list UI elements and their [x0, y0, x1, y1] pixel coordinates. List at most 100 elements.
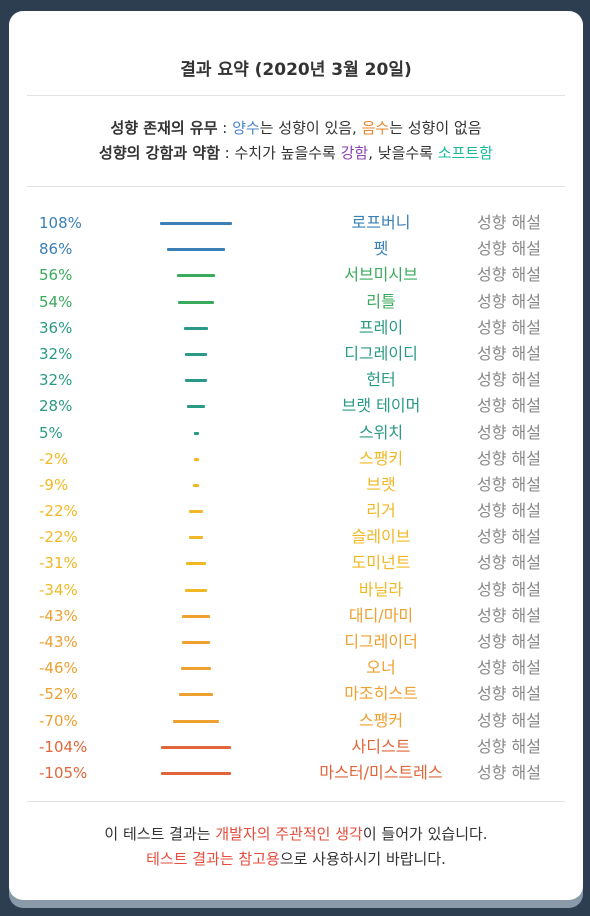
- result-percent: -43%: [39, 606, 78, 625]
- result-bar-track: [121, 431, 271, 435]
- result-row: 54% 리틀 성향 해설: [9, 290, 583, 316]
- result-percent: -43%: [39, 633, 78, 651]
- result-description-link[interactable]: 성향 해설: [477, 317, 541, 337]
- result-percent: -34%: [39, 580, 78, 599]
- result-description-link[interactable]: 성향 해설: [477, 762, 541, 782]
- legend-strength-label: 성향의 강함과 약함: [99, 144, 220, 162]
- result-percent: -104%: [39, 737, 88, 756]
- result-name-link[interactable]: 마스터/미스트레스: [319, 762, 443, 782]
- result-percent: -9%: [39, 475, 69, 494]
- result-row: 32% 헌터 성향 해설: [9, 368, 583, 394]
- result-row: -43% 대디/마미 성향 해설: [9, 604, 583, 630]
- result-name-link[interactable]: 브랫 테이머: [341, 396, 421, 416]
- result-name-link[interactable]: 헌터: [366, 370, 396, 390]
- result-description-link[interactable]: 성향 해설: [477, 501, 541, 521]
- result-bar: [177, 274, 215, 278]
- result-name-link[interactable]: 스팽키: [358, 448, 404, 468]
- result-description-link[interactable]: 성향 해설: [477, 632, 541, 651]
- result-bar-track: [121, 693, 271, 697]
- result-description-link[interactable]: 성향 해설: [477, 553, 541, 573]
- result-bar-track: [121, 326, 271, 330]
- result-row: -9% 브랫 성향 해설: [9, 473, 583, 499]
- footer-note-1: 이 테스트 결과는 개발자의 주관적인 생각이 들어가 있습니다.: [9, 823, 583, 844]
- result-bar: [185, 562, 207, 566]
- result-description-link[interactable]: 성향 해설: [477, 474, 541, 494]
- result-name-link[interactable]: 슬레이브: [351, 527, 411, 547]
- result-percent: -46%: [39, 659, 78, 678]
- legend-negative-text: 는 성향이 없음: [389, 119, 482, 137]
- result-bar-track: [121, 745, 271, 749]
- result-description-link[interactable]: 성향 해설: [477, 396, 541, 416]
- result-name-link[interactable]: 로프버니: [351, 213, 411, 232]
- result-description-link[interactable]: 성향 해설: [477, 265, 541, 285]
- page-title: 결과 요약 (2020년 3월 20일): [180, 60, 412, 80]
- result-percent: -22%: [39, 528, 78, 547]
- result-percent: 32%: [39, 371, 73, 390]
- result-row: -43% 디그레이더 성향 해설: [9, 630, 583, 656]
- result-name-link[interactable]: 바닐라: [358, 579, 404, 599]
- result-description-link[interactable]: 성향 해설: [477, 291, 541, 311]
- result-bar-track: [121, 248, 271, 252]
- result-name-link[interactable]: 디그레이더: [344, 632, 418, 651]
- result-name-link[interactable]: 사디스트: [351, 736, 411, 756]
- result-description-link[interactable]: 성향 해설: [477, 658, 541, 678]
- result-name-link[interactable]: 프레이: [358, 317, 404, 337]
- result-bar: [167, 248, 225, 252]
- result-percent: 56%: [39, 266, 73, 285]
- legend-mid-text: , 낮을수록: [368, 144, 438, 162]
- result-bar-track: [121, 719, 271, 723]
- result-bar-track: [121, 379, 271, 383]
- result-row: -70% 스팽커 성향 해설: [9, 709, 583, 735]
- legend-strong-word: 강함: [340, 144, 369, 162]
- result-percent: 32%: [39, 344, 73, 363]
- result-name-link[interactable]: 대디/마미: [348, 605, 414, 625]
- result-bar: [178, 300, 214, 304]
- result-name-link[interactable]: 리거: [366, 501, 396, 521]
- result-description-link[interactable]: 성향 해설: [477, 239, 541, 259]
- result-bar: [181, 614, 211, 618]
- result-percent: -22%: [39, 502, 78, 521]
- divider: [27, 186, 565, 187]
- result-name-link[interactable]: 디그레이디: [344, 343, 418, 363]
- result-name-link[interactable]: 스위치: [358, 422, 404, 442]
- result-description-link[interactable]: 성향 해설: [477, 579, 541, 599]
- result-name-link[interactable]: 도미넌트: [351, 553, 411, 573]
- result-description-link[interactable]: 성향 해설: [477, 343, 541, 363]
- result-description-link[interactable]: 성향 해설: [477, 422, 541, 442]
- result-bar: [188, 510, 204, 514]
- result-description-link[interactable]: 성향 해설: [477, 710, 541, 730]
- result-bar: [193, 457, 199, 461]
- result-description-link[interactable]: 성향 해설: [477, 605, 541, 625]
- result-name-link[interactable]: 서브미시브: [344, 265, 418, 285]
- result-name-link[interactable]: 브랫: [366, 474, 396, 494]
- legend-positive-word: 양수: [232, 119, 260, 137]
- result-percent: 28%: [39, 397, 73, 416]
- legend-existence-label: 성향 존재의 유무: [110, 119, 218, 137]
- result-percent: -105%: [39, 763, 88, 782]
- result-percent: 5%: [39, 423, 63, 442]
- result-name-link[interactable]: 마조히스트: [344, 684, 418, 704]
- results-list: 108% 로프버니 성향 해설 86% 펫 성향 해설 56% 서브미시브 성향 해설 54% 리틀…: [9, 211, 583, 787]
- result-bar-track: [121, 641, 271, 644]
- result-bar: [193, 431, 199, 435]
- result-row: 32% 디그레이디 성향 해설: [9, 342, 583, 368]
- result-description-link[interactable]: 성향 해설: [477, 527, 541, 547]
- result-row: -31% 도미넌트 성향 해설: [9, 551, 583, 577]
- result-description-link[interactable]: 성향 해설: [477, 684, 541, 704]
- result-description-link[interactable]: 성향 해설: [477, 448, 541, 468]
- result-description-link[interactable]: 성향 해설: [477, 370, 541, 390]
- footer-note-2: 테스트 결과는 참고용으로 사용하시기 바랍니다.: [9, 848, 583, 869]
- result-name-link[interactable]: 리틀: [366, 291, 396, 311]
- result-row: -104% 사디스트 성향 해설: [9, 735, 583, 761]
- result-name-link[interactable]: 스팽커: [358, 710, 404, 730]
- result-row: -34% 바닐라 성향 해설: [9, 578, 583, 604]
- result-bar-track: [121, 536, 271, 540]
- legend-existence: 성향 존재의 유무 : 양수는 성향이 있음, 음수는 성향이 없음: [9, 117, 583, 138]
- result-bar: [184, 588, 208, 592]
- result-description-link[interactable]: 성향 해설: [477, 736, 541, 756]
- result-description-link[interactable]: 성향 해설: [477, 213, 541, 232]
- result-bar-track: [121, 510, 271, 514]
- result-name-link[interactable]: 펫: [373, 239, 389, 259]
- footer-text: 이 들어가 있습니다.: [362, 825, 488, 843]
- result-name-link[interactable]: 오너: [366, 658, 396, 678]
